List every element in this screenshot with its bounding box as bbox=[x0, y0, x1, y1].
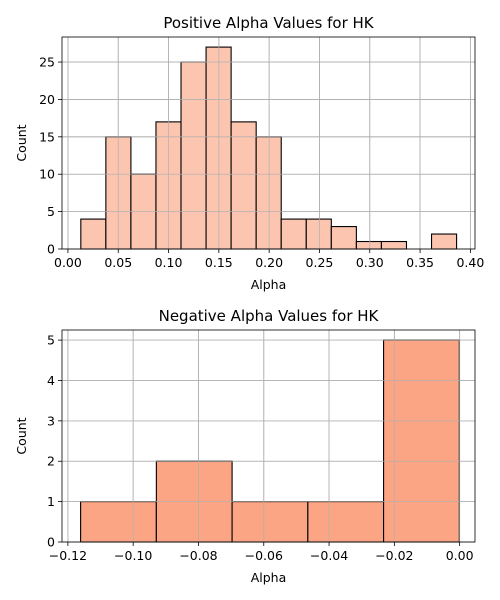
bar bbox=[180, 61, 207, 250]
axes-frame bbox=[61, 329, 476, 543]
chart-title: Positive Alpha Values for HK bbox=[163, 14, 374, 32]
y-tick-label: 15 bbox=[39, 129, 55, 144]
y-tick-label: 20 bbox=[39, 92, 55, 107]
axes-frame bbox=[61, 36, 476, 250]
chart-title: Negative Alpha Values for HK bbox=[159, 307, 380, 325]
x-tick-label: 0.30 bbox=[356, 255, 384, 270]
bar bbox=[380, 240, 408, 250]
y-tick-label: 2 bbox=[47, 454, 55, 469]
positive-alpha-chart: 0.00 0.05 0.10 0.15 0.20 0.25 0.30 0.35 0.40 0 5 10… bbox=[14, 14, 484, 292]
bar bbox=[230, 121, 257, 250]
x-tick-label: 0.15 bbox=[205, 255, 233, 270]
x-tick-label: 0.00 bbox=[54, 255, 82, 270]
x-axis-label: Alpha bbox=[251, 277, 287, 292]
y-tick-label: 0 bbox=[47, 535, 55, 550]
bar bbox=[383, 339, 460, 543]
y-tick-label: 1 bbox=[47, 494, 55, 509]
y-tick-label: 5 bbox=[47, 333, 55, 348]
y-tick-label: 5 bbox=[47, 204, 55, 219]
y-tick-label: 3 bbox=[47, 413, 55, 428]
x-axis-label: Alpha bbox=[251, 570, 287, 585]
x-tick-label: 0.10 bbox=[155, 255, 183, 270]
bar bbox=[430, 233, 458, 250]
x-tick-label: 0.05 bbox=[104, 255, 132, 270]
bar bbox=[255, 136, 282, 250]
y-tick-label: 25 bbox=[39, 55, 55, 70]
bar bbox=[80, 501, 157, 543]
bar bbox=[80, 218, 107, 250]
x-tick-label: 0.25 bbox=[306, 255, 334, 270]
y-tick-label: 4 bbox=[47, 373, 55, 388]
x-tick-label: 0.40 bbox=[456, 255, 484, 270]
x-tick-label: −0.12 bbox=[49, 548, 87, 563]
bar bbox=[231, 501, 309, 543]
gridlines-overlay bbox=[62, 37, 475, 250]
bar bbox=[305, 218, 332, 250]
negative-alpha-chart: −0.12 −0.10 −0.08 −0.06 −0.04 −0.02 0.00 0 1 2 3 4 5… bbox=[14, 307, 476, 585]
bar bbox=[280, 218, 307, 250]
x-tick-label: −0.10 bbox=[114, 548, 152, 563]
x-tick-label: 0.00 bbox=[446, 548, 474, 563]
x-tick-label: 0.20 bbox=[255, 255, 283, 270]
y-axis-label: Count bbox=[14, 124, 29, 161]
bars bbox=[80, 46, 458, 250]
y-tick-label: 10 bbox=[39, 167, 55, 182]
bar bbox=[330, 226, 357, 250]
y-axis-label: Count bbox=[14, 417, 29, 454]
y-tick-label: 0 bbox=[47, 242, 55, 257]
bar bbox=[307, 501, 385, 543]
x-tick-label: −0.04 bbox=[310, 548, 348, 563]
x-tick-label: −0.06 bbox=[245, 548, 283, 563]
bars bbox=[80, 339, 460, 543]
x-tick-label: −0.02 bbox=[375, 548, 413, 563]
x-tick-label: 0.35 bbox=[406, 255, 434, 270]
bar bbox=[355, 240, 382, 250]
x-tick-label: −0.08 bbox=[179, 548, 217, 563]
